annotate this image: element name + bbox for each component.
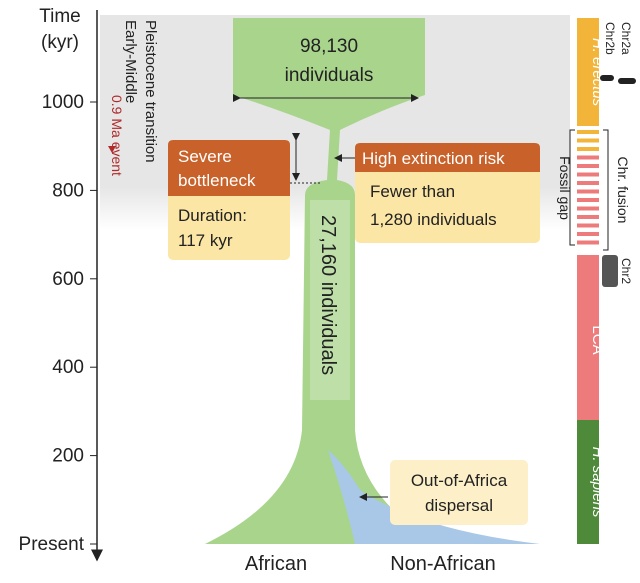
event-label: 0.9 Ma event — [109, 95, 125, 176]
gap-stripe — [577, 223, 599, 228]
gap-stripe — [577, 164, 599, 168]
risk-detail: Fewer than — [370, 182, 455, 201]
chr-label: Chr2 — [619, 258, 633, 284]
duration: 117 kyr — [178, 231, 233, 250]
period-label: Pleistocene transition — [142, 20, 159, 163]
gap-stripe — [577, 189, 599, 194]
sapiens-bar — [577, 420, 599, 544]
fusion-label: Chr. fusion — [615, 157, 631, 224]
dispersal-box — [390, 460, 528, 525]
tick-label: 600 — [52, 269, 84, 290]
gap-stripe — [577, 181, 599, 185]
gap-stripe — [577, 232, 599, 236]
risk-detail: 1,280 individuals — [370, 210, 497, 229]
erectus-label: H. erectus — [589, 38, 606, 107]
tick-label: Present — [19, 534, 85, 555]
chromosome — [602, 255, 618, 287]
tick-label: 400 — [52, 357, 84, 378]
chr-label: Chr2a — [619, 22, 633, 55]
period-label: Early-Middle — [122, 20, 139, 103]
stem-label: 27,160 individuals — [317, 215, 339, 375]
chromosome — [600, 75, 614, 81]
gap-stripe — [577, 155, 599, 160]
fusion-bracket — [603, 129, 609, 251]
gap-stripe — [577, 198, 599, 202]
dispersal-label: Out-of-Africa — [411, 471, 508, 490]
non-african-shape — [328, 450, 540, 544]
event-marker — [108, 146, 116, 153]
stem-label-bg — [310, 200, 350, 400]
axis-title: Time — [39, 6, 81, 27]
bottleneck-title: bottleneck — [178, 171, 256, 190]
lca-label: LCA — [589, 325, 606, 354]
duration: Duration: — [178, 206, 247, 225]
risk-header — [355, 143, 540, 172]
chr-label: Chr2b — [603, 22, 617, 55]
axis-title: (kyr) — [41, 32, 79, 53]
sapiens-label: H. sapiens — [589, 447, 606, 518]
tick-label: 800 — [52, 180, 84, 201]
gap-stripe — [577, 130, 599, 134]
tick-label: 200 — [52, 446, 84, 467]
gap-stripe — [577, 215, 599, 219]
ancestral-count: 98,130 — [300, 36, 358, 57]
gap-stripe — [577, 240, 599, 245]
gap-stripe — [577, 206, 599, 211]
population-label: Non-African — [390, 553, 496, 575]
chromosome — [618, 78, 636, 84]
tick-label: 1000 — [42, 92, 84, 113]
erectus-bar — [577, 18, 599, 126]
bottleneck-header — [168, 140, 290, 196]
lca-bar — [577, 255, 599, 425]
gap-stripe — [577, 147, 599, 151]
gap-label: Fossil gap — [557, 156, 573, 220]
bottleneck-title: Severe — [178, 147, 232, 166]
population-label: African — [245, 553, 307, 575]
gap-stripe — [577, 172, 599, 177]
gap-stripe — [577, 138, 599, 143]
risk-title: High extinction risk — [362, 149, 505, 168]
dispersal-label: dispersal — [425, 496, 493, 515]
gap-bracket — [569, 129, 575, 246]
ancestral-unit: individuals — [285, 65, 374, 86]
